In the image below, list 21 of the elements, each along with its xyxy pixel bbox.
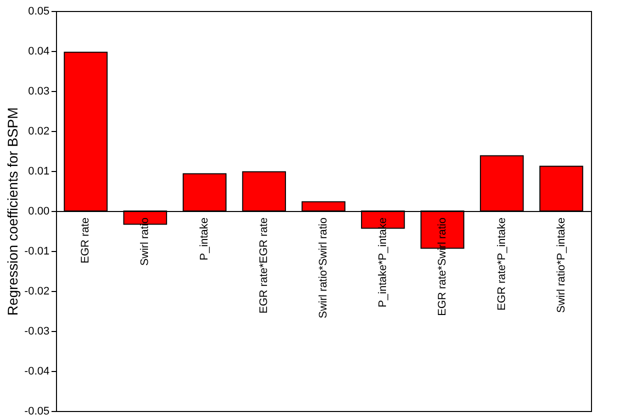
y-tick-label: 0.04 (28, 46, 50, 58)
x-tick-label: Swirl ratio (139, 218, 152, 266)
y-tick-label: 0.03 (28, 86, 50, 98)
y-tick-label: 0.02 (28, 126, 50, 138)
y-axis-title: Regression coefficients for BSPM (4, 107, 20, 316)
x-tick-label: P_intake*P_intake (376, 218, 389, 308)
x-tick-label: EGR rate*P_intake (496, 218, 508, 310)
x-tick-label: Swirl ratio*Swirl ratio (318, 218, 330, 318)
x-tick-label: P_intake (198, 218, 211, 260)
x-tick-label: EGR rate*Swirl ratio (436, 218, 448, 316)
y-tick-label: -0.02 (24, 286, 50, 298)
x-tick-label: EGR rate (80, 218, 92, 264)
y-tick-label: -0.01 (24, 246, 50, 258)
x-tick-label: EGR rate*EGR rate (258, 218, 270, 314)
y-tick-label: 0.05 (28, 6, 50, 18)
y-tick-label: 0.00 (28, 206, 50, 218)
y-tick-label: -0.05 (24, 406, 50, 418)
y-tick-label: -0.03 (24, 326, 50, 338)
y-tick-label: 0.01 (28, 166, 50, 178)
y-tick-label: -0.04 (24, 366, 50, 378)
x-tick-label: Swirl ratio*P_intake (555, 218, 568, 313)
